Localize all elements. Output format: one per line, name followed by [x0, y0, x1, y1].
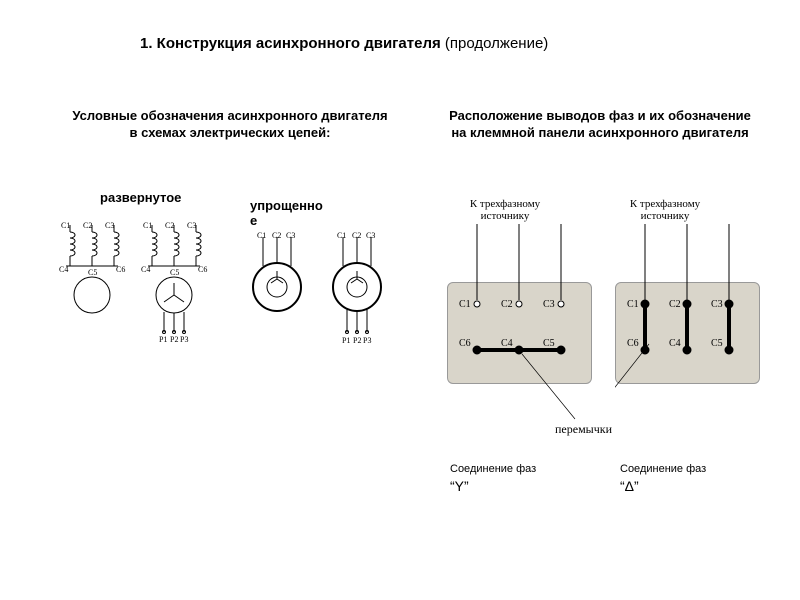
p3: P3	[180, 335, 188, 344]
source-label-d: К трехфазному источнику	[625, 198, 705, 222]
sc2: C2	[272, 232, 281, 240]
y-c5: C5	[543, 338, 555, 349]
title-main: 1. Конструкция асинхронного двигателя	[140, 35, 441, 52]
wye-terminal-diagram: C1 C2 C3 C6 C4 C5	[447, 224, 592, 424]
expanded-symbol-wound: C1 C2 C3 C4 C5 C6 P1 P2 P3	[140, 220, 220, 370]
d-c3: C3	[711, 299, 723, 310]
c4-label: C4	[59, 265, 68, 274]
wc1: C1	[337, 232, 346, 240]
c3-label: C3	[105, 221, 114, 230]
right-section-header: Расположение выводов фаз и их обозначени…	[440, 108, 760, 142]
d-c2: C2	[669, 299, 681, 310]
conn-d-sym: “Δ”	[620, 478, 639, 494]
c2-label: C2	[83, 221, 92, 230]
y-c1: C1	[459, 299, 471, 310]
d-c1: C1	[627, 299, 639, 310]
label-expanded: развернутое	[100, 190, 181, 205]
wc3: C3	[366, 232, 375, 240]
title-continuation: (продолжение)	[445, 35, 548, 52]
wc2: C2	[352, 232, 361, 240]
y-c6: C6	[459, 338, 471, 349]
expanded-symbol-cage: C1 C2 C3 C4 C5 C6	[58, 220, 138, 340]
p2: P2	[170, 335, 178, 344]
page-title: 1. Конструкция асинхронного двигателя (п…	[140, 34, 660, 54]
delta-terminal-diagram: C1 C2 C3 C6 C4 C5	[615, 224, 760, 424]
d-c4: C4	[669, 338, 681, 349]
jumper-label: перемычки	[555, 422, 612, 437]
c1-label: C1	[61, 221, 70, 230]
c5-label: C5	[88, 268, 97, 277]
left-section-header: Условные обозначения асинхронного двигат…	[70, 108, 390, 142]
conn-y-text: Соединение фаз	[450, 463, 536, 475]
c4b: C4	[141, 265, 150, 274]
conn-y-sym: “Y”	[450, 478, 469, 494]
wp3: P3	[363, 336, 371, 345]
c6-label: C6	[116, 265, 125, 274]
d-c6: C6	[627, 338, 639, 349]
conn-d-text: Соединение фаз	[620, 463, 706, 475]
c2b: C2	[165, 221, 174, 230]
c5b: C5	[170, 268, 179, 277]
c1b: C1	[143, 221, 152, 230]
simplified-symbol-cage: C1 C2 C3	[245, 232, 315, 327]
connection-delta-label: Соединение фаз “Δ”	[620, 462, 706, 496]
sc3: C3	[286, 232, 295, 240]
wp2: P2	[353, 336, 361, 345]
y-c4: C4	[501, 338, 513, 349]
d-c5: C5	[711, 338, 723, 349]
c3b: C3	[187, 221, 196, 230]
y-c2: C2	[501, 299, 513, 310]
simplified-symbol-wound: C1 C2 C3 P1 P2 P3	[325, 232, 395, 357]
y-c3: C3	[543, 299, 555, 310]
label-simplified: упрощенно е	[250, 198, 340, 228]
connection-wye-label: Соединение фаз “Y”	[450, 462, 536, 496]
c6b: C6	[198, 265, 207, 274]
wp1: P1	[342, 336, 350, 345]
p1: P1	[159, 335, 167, 344]
sc1: C1	[257, 232, 266, 240]
source-label-y: К трехфазному источнику	[465, 198, 545, 222]
